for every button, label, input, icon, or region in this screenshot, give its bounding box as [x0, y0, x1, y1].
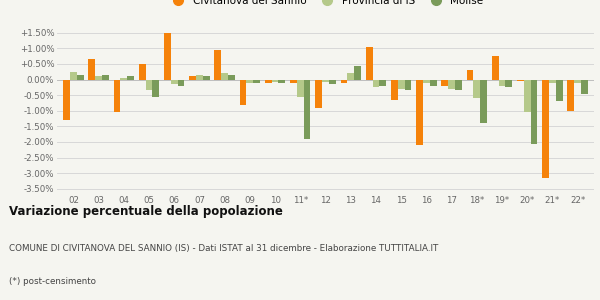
Text: (*) post-censimento: (*) post-censimento [9, 278, 96, 286]
Bar [505, 80, 512, 87]
Bar [347, 73, 354, 80]
Bar [113, 80, 121, 112]
Bar [196, 75, 203, 80]
Bar [146, 80, 152, 91]
Bar [517, 80, 524, 81]
Bar [373, 80, 379, 87]
Bar [391, 80, 398, 100]
Bar [404, 80, 412, 91]
Bar [304, 80, 310, 139]
Bar [492, 56, 499, 80]
Bar [442, 80, 448, 86]
Bar [530, 80, 538, 144]
Bar [455, 80, 462, 91]
Bar [315, 80, 322, 108]
Bar [164, 33, 171, 80]
Bar [127, 76, 134, 80]
Bar [88, 59, 95, 80]
Bar [329, 80, 336, 84]
Bar [341, 80, 347, 83]
Bar [214, 50, 221, 80]
Bar [473, 80, 480, 98]
Bar [416, 80, 423, 145]
Legend: Civitanova del Sannio, Provincia di IS, Molise: Civitanova del Sannio, Provincia di IS, … [163, 0, 488, 10]
Bar [70, 72, 77, 80]
Bar [398, 80, 404, 89]
Bar [265, 80, 272, 83]
Bar [239, 80, 247, 104]
Bar [221, 73, 228, 80]
Bar [272, 80, 278, 82]
Text: COMUNE DI CIVITANOVA DEL SANNIO (IS) - Dati ISTAT al 31 dicembre - Elaborazione : COMUNE DI CIVITANOVA DEL SANNIO (IS) - D… [9, 244, 439, 253]
Bar [549, 80, 556, 83]
Bar [574, 80, 581, 83]
Bar [568, 80, 574, 111]
Bar [152, 80, 159, 97]
Bar [467, 70, 473, 80]
Bar [102, 75, 109, 80]
Bar [77, 75, 83, 80]
Bar [189, 76, 196, 80]
Bar [499, 80, 505, 86]
Bar [178, 80, 184, 86]
Bar [581, 80, 588, 94]
Bar [524, 80, 530, 112]
Bar [253, 80, 260, 83]
Text: Variazione percentuale della popolazione: Variazione percentuale della popolazione [9, 206, 283, 218]
Bar [228, 75, 235, 80]
Bar [171, 80, 178, 84]
Bar [354, 65, 361, 80]
Bar [297, 80, 304, 97]
Bar [423, 80, 430, 83]
Bar [203, 76, 209, 80]
Bar [542, 80, 549, 178]
Bar [379, 80, 386, 86]
Bar [63, 80, 70, 120]
Bar [290, 80, 297, 83]
Bar [139, 64, 146, 80]
Bar [480, 80, 487, 123]
Bar [278, 80, 285, 83]
Bar [121, 78, 127, 80]
Bar [322, 80, 329, 82]
Bar [366, 47, 373, 80]
Bar [448, 80, 455, 89]
Bar [247, 80, 253, 83]
Bar [95, 76, 102, 80]
Bar [556, 80, 563, 101]
Bar [430, 80, 437, 86]
